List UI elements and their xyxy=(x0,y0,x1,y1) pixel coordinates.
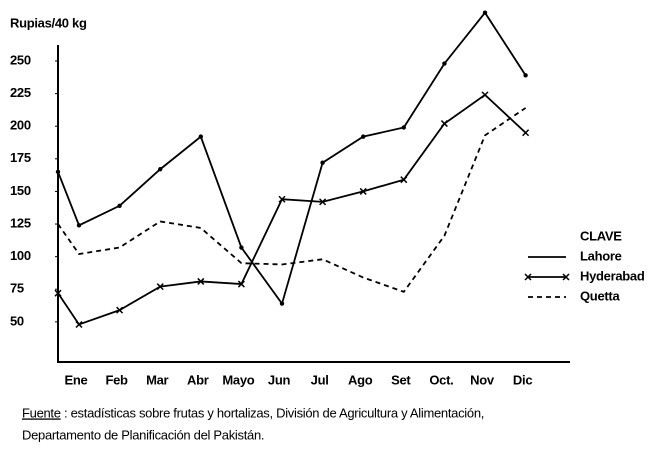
point xyxy=(440,120,448,128)
point xyxy=(158,167,163,172)
y-tick-label: 125 xyxy=(10,215,31,230)
y-axis-label: Rupias/40 kg xyxy=(10,15,87,30)
x-tick-label: Oct. xyxy=(429,372,453,387)
point xyxy=(401,125,406,130)
point xyxy=(156,283,164,291)
point xyxy=(278,195,286,203)
point xyxy=(320,160,325,165)
x-tick-label: Abr xyxy=(187,372,209,387)
point xyxy=(237,280,245,288)
point xyxy=(279,301,285,306)
y-tick-label: 75 xyxy=(10,281,24,296)
x-tick-label: Jun xyxy=(268,372,291,387)
series-line xyxy=(57,11,527,306)
y-tick-label: 100 xyxy=(10,248,31,263)
point xyxy=(522,129,530,137)
point xyxy=(116,306,124,314)
x-tick-label: Set xyxy=(391,372,411,387)
point xyxy=(54,289,62,297)
point xyxy=(481,91,489,99)
x-tick-label: Nov xyxy=(470,372,495,387)
source-label: Fuente xyxy=(22,405,61,420)
point xyxy=(76,223,82,228)
x-tick-label: Jul xyxy=(311,372,329,387)
legend-label: Lahore xyxy=(580,248,622,263)
y-tick-label: 50 xyxy=(10,313,24,328)
y-tick-label: 250 xyxy=(10,52,31,67)
point xyxy=(319,198,327,206)
y-tick-label: 175 xyxy=(10,150,31,165)
legend-marker xyxy=(524,273,570,281)
point xyxy=(75,320,83,329)
point xyxy=(523,73,528,78)
legend-label: Quetta xyxy=(580,288,620,303)
x-tick-label: Mayo xyxy=(222,372,254,387)
x-tick-label: Feb xyxy=(105,372,128,387)
legend-label: Hyderabad xyxy=(580,268,645,283)
point xyxy=(239,245,244,250)
source-text: Departamento de Planificación del Pakist… xyxy=(22,427,264,442)
point xyxy=(442,61,447,66)
point xyxy=(55,169,61,175)
point xyxy=(197,277,205,285)
y-tick-label: 150 xyxy=(10,183,31,198)
point xyxy=(400,176,408,184)
x-tick-label: Ene xyxy=(65,372,88,387)
y-tick-label: 200 xyxy=(10,118,31,133)
x-tick-label: Mar xyxy=(146,372,168,387)
series-line xyxy=(57,107,527,293)
point xyxy=(361,134,366,139)
point xyxy=(482,10,488,15)
point xyxy=(198,134,203,139)
x-tick-label: Dic xyxy=(513,372,532,387)
y-tick-label: 225 xyxy=(10,85,31,100)
source-text: : estadísticas sobre frutas y hortalizas… xyxy=(64,405,484,420)
point xyxy=(359,187,367,195)
x-tick-label: Ago xyxy=(348,372,373,387)
legend-title: CLAVE xyxy=(580,228,622,243)
point xyxy=(117,203,122,208)
